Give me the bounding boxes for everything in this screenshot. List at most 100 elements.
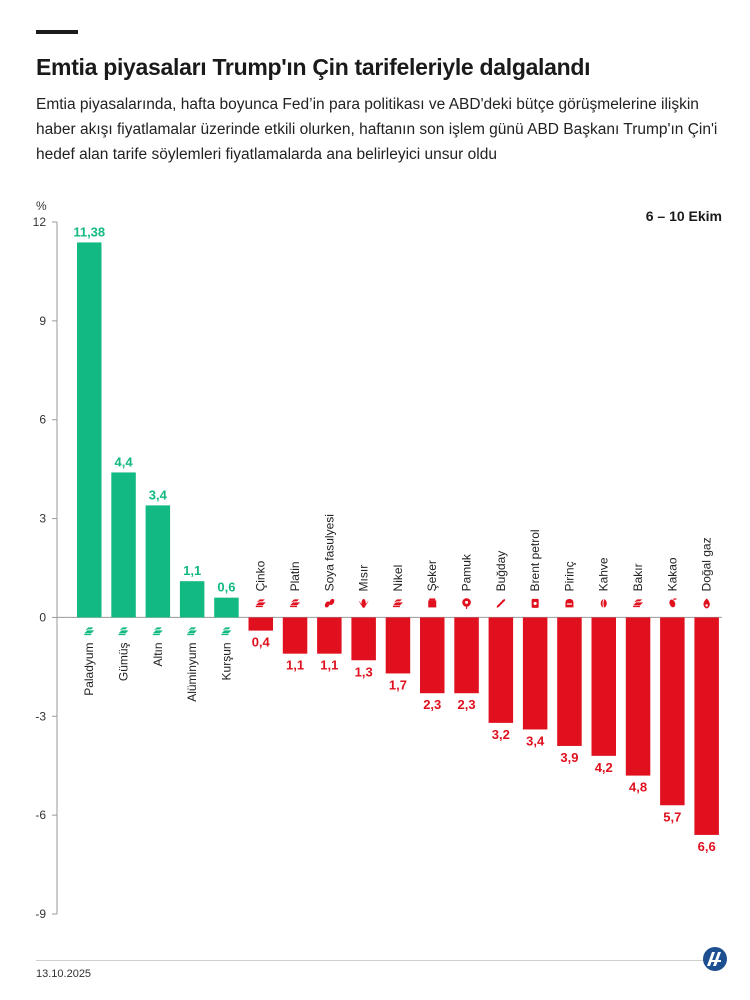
- category-label: Alüminyum: [185, 642, 199, 701]
- category-label: Paladyum: [82, 642, 96, 695]
- category-label: Pirinç: [562, 561, 576, 591]
- data-label: 3,4: [526, 733, 545, 748]
- metal-ingot-icon-part: [291, 599, 300, 603]
- category-label: Pamuk: [460, 553, 474, 591]
- rice-icon: [565, 598, 574, 608]
- coffee-bean-icon-part: [600, 599, 607, 608]
- data-label: 11,38: [73, 224, 105, 239]
- metal-ingot-icon: [290, 599, 301, 608]
- cocoa-icon-part: [669, 599, 676, 608]
- bar: [522, 617, 548, 730]
- bar: [248, 617, 273, 631]
- metal-ingot-icon-part: [255, 605, 263, 608]
- data-label: 4,8: [629, 780, 647, 795]
- metal-ingot-icon: [187, 627, 198, 636]
- cocoa-icon: [669, 598, 677, 608]
- data-label: 1,7: [389, 677, 407, 692]
- category-label: Bakır: [631, 563, 645, 591]
- bar: [625, 617, 651, 776]
- category-label: Altın: [151, 642, 165, 666]
- data-label: 1,3: [355, 664, 373, 679]
- footer-rule: [36, 960, 714, 961]
- data-label: 3,9: [560, 750, 578, 765]
- metal-ingot-icon: [84, 627, 95, 636]
- metal-ingot-icon: [118, 627, 129, 636]
- metal-ingot-icon-part: [221, 630, 232, 634]
- category-label: Gümüş: [117, 642, 131, 681]
- category-label: Soya fasulyesi: [322, 514, 336, 591]
- oil-barrel-icon: [531, 598, 539, 608]
- metal-ingot-icon-part: [290, 602, 301, 606]
- category-label: Doğal gaz: [700, 537, 714, 591]
- metal-ingot-icon-part: [187, 630, 198, 634]
- category-label: Şeker: [425, 560, 439, 591]
- data-label: 4,4: [115, 454, 134, 469]
- coffee-bean-icon: [600, 599, 607, 608]
- y-tick-label: 9: [39, 314, 46, 328]
- metal-ingot-icon-part: [119, 627, 128, 631]
- metal-ingot-icon-part: [85, 627, 94, 631]
- metal-ingot-icon-part: [256, 599, 265, 603]
- metal-ingot-icon-part: [393, 599, 402, 603]
- bar: [591, 617, 616, 756]
- aa-logo-icon: [703, 947, 727, 971]
- category-label: Kakao: [665, 557, 679, 591]
- metal-ingot-icon-part: [188, 627, 197, 631]
- metal-ingot-icon-part: [84, 630, 95, 634]
- metal-ingot-icon-part: [255, 602, 266, 606]
- cotton-icon: [462, 598, 471, 609]
- bar: [660, 617, 685, 806]
- metal-ingot-icon-part: [392, 605, 400, 608]
- gas-flame-icon: [703, 598, 710, 609]
- category-label: Kurşun: [219, 642, 233, 680]
- bar: [111, 472, 136, 618]
- metal-ingot-icon-part: [633, 605, 641, 608]
- metal-ingot-icon: [255, 599, 266, 608]
- metal-ingot-icon-part: [221, 633, 229, 636]
- category-label: Çinko: [254, 560, 268, 591]
- data-label: 1,1: [183, 563, 201, 578]
- top-rule: [36, 30, 78, 34]
- category-label: Brent petrol: [528, 529, 542, 591]
- footer-date: 13.10.2025: [36, 968, 92, 980]
- bar: [351, 617, 376, 661]
- metal-ingot-icon: [392, 599, 403, 608]
- bar: [317, 617, 342, 654]
- sugar-icon: [428, 598, 437, 608]
- y-tick-label: 0: [39, 610, 46, 624]
- bar: [454, 617, 479, 694]
- y-tick-label: 6: [39, 413, 46, 427]
- metal-ingot-icon-part: [634, 599, 643, 603]
- rice-icon-part: [566, 603, 572, 605]
- wheat-icon-part: [501, 599, 505, 603]
- data-label: 2,3: [423, 697, 441, 712]
- metal-ingot-icon-part: [153, 627, 162, 631]
- bar: [557, 617, 582, 746]
- metal-ingot-icon-part: [222, 627, 231, 631]
- category-label: Kahve: [597, 557, 611, 591]
- sugar-icon-part: [429, 598, 436, 601]
- date-range-label: 6 – 10 Ekim: [645, 208, 722, 224]
- data-label: 1,1: [320, 658, 338, 673]
- metal-ingot-icon-part: [187, 633, 195, 636]
- wheat-icon: [496, 599, 506, 608]
- cotton-icon-part: [465, 600, 469, 604]
- data-label: 0,6: [217, 580, 235, 595]
- page-title: Emtia piyasaları Trump'ın Çin tarifeleri…: [36, 54, 591, 80]
- bar: [420, 617, 445, 694]
- bar: [145, 505, 171, 618]
- corn-icon: [358, 598, 369, 608]
- y-tick-label: -3: [35, 709, 46, 723]
- y-tick-label: -6: [35, 808, 46, 822]
- metal-ingot-icon-part: [633, 602, 644, 606]
- data-label: 3,4: [149, 487, 168, 502]
- oil-barrel-icon-part: [533, 601, 537, 606]
- data-label: 2,3: [458, 697, 476, 712]
- category-label: Platin: [288, 561, 302, 591]
- data-label: 3,2: [492, 727, 510, 742]
- data-label: 5,7: [663, 809, 681, 824]
- bar: [488, 617, 514, 723]
- data-label: 4,2: [595, 760, 613, 775]
- bar: [385, 617, 411, 674]
- metal-ingot-icon: [152, 627, 163, 636]
